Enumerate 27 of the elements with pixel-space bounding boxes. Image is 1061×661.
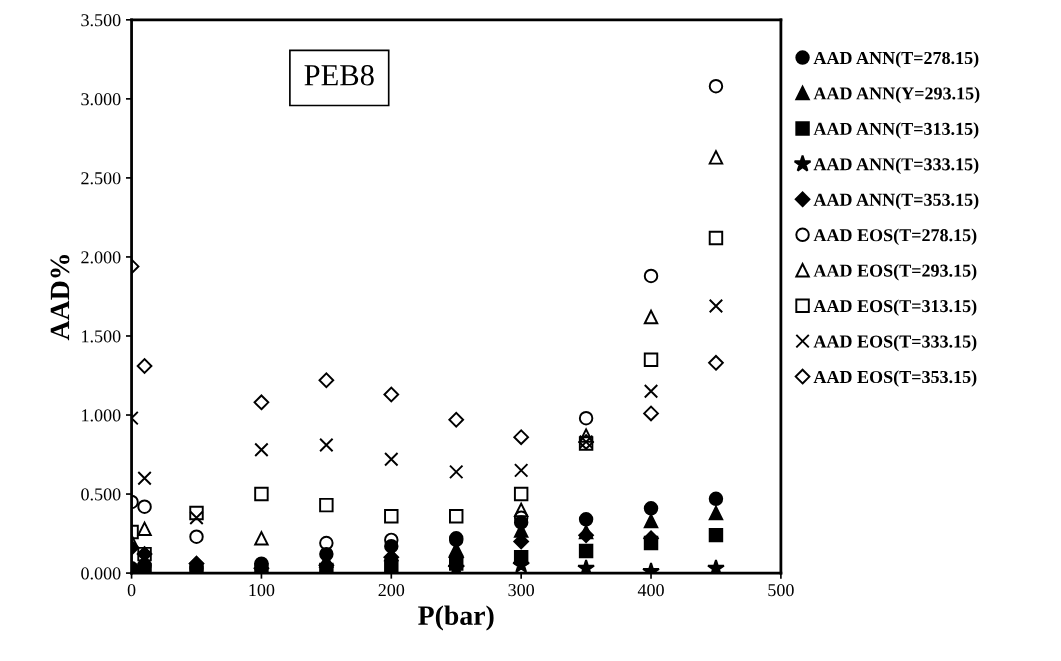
y-tick-label: 1.000 — [82, 409, 121, 422]
y-tick-label: 0.500 — [81, 488, 121, 501]
y-axis-title: AAD% — [50, 255, 70, 341]
legend-label: AAD EOS(T=278.15) — [813, 228, 977, 245]
y-tick-label: 3.500 — [81, 14, 121, 27]
x-tick-label: 500 — [768, 584, 794, 597]
legend-label: AAD ANN(Y=293.15) — [813, 86, 980, 104]
legend-label: AAD EOS(T=293.15) — [813, 264, 977, 281]
annotation: PEB8 — [304, 64, 374, 86]
legend-label: AAD ANN(T=313.15) — [813, 122, 979, 139]
x-tick-label: 300 — [508, 584, 535, 597]
y-tick-label: 3.000 — [81, 93, 121, 106]
legend-label: AAD EOS(T=313.15) — [813, 299, 977, 316]
legend-label: AAD EOS(T=353.15) — [813, 370, 977, 387]
y-tick-label: 2.000 — [81, 251, 121, 264]
legend-label: AAD ANN(T=353.15) — [813, 193, 979, 210]
y-tick-label: 2.500 — [81, 172, 121, 185]
x-tick-label: 200 — [378, 584, 405, 597]
legend-label: AAD ANN(T=333.15) — [813, 157, 979, 175]
y-tick-label: 0.000 — [81, 567, 121, 580]
x-tick-label: 400 — [637, 584, 664, 597]
legend-label: AAD ANN(T=278.15) — [813, 51, 979, 68]
x-tick-label: 0 — [127, 584, 136, 597]
legend-label: AAD EOS(T=333.15) — [813, 334, 977, 352]
x-axis-title: P(bar) — [418, 605, 494, 631]
y-tick-label: 1.500 — [82, 330, 121, 343]
x-tick-label: 100 — [249, 584, 275, 597]
